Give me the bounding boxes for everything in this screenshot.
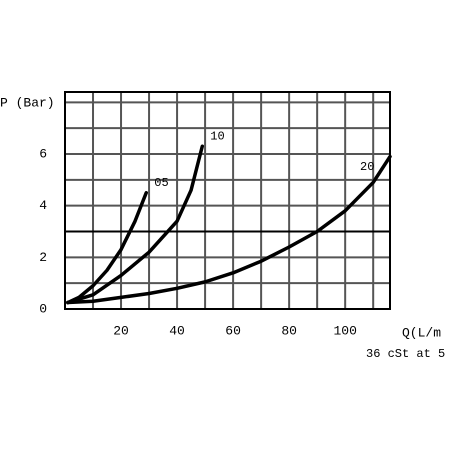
plot-frame xyxy=(64,91,391,310)
x-axis-label: Q(L/m xyxy=(402,325,441,340)
note: 36 cSt at 5 xyxy=(366,347,445,361)
y-tick-label: 4 xyxy=(39,198,47,213)
y-tick-label: 6 xyxy=(39,146,47,161)
y-tick-label: 0 xyxy=(39,301,47,316)
curve-label: 20 xyxy=(360,160,374,174)
curve xyxy=(66,154,392,305)
x-tick-label: 40 xyxy=(169,323,185,338)
y-axis-label: P (Bar) xyxy=(0,95,55,110)
curve-label: 05 xyxy=(154,176,168,190)
x-tick-label: 80 xyxy=(281,323,297,338)
x-tick-label: 60 xyxy=(225,323,241,338)
y-tick-label: 2 xyxy=(39,250,47,265)
curve-label: 10 xyxy=(210,129,224,143)
curve xyxy=(66,144,205,305)
x-tick-label: 100 xyxy=(333,323,356,338)
x-tick-label: 20 xyxy=(113,323,129,338)
